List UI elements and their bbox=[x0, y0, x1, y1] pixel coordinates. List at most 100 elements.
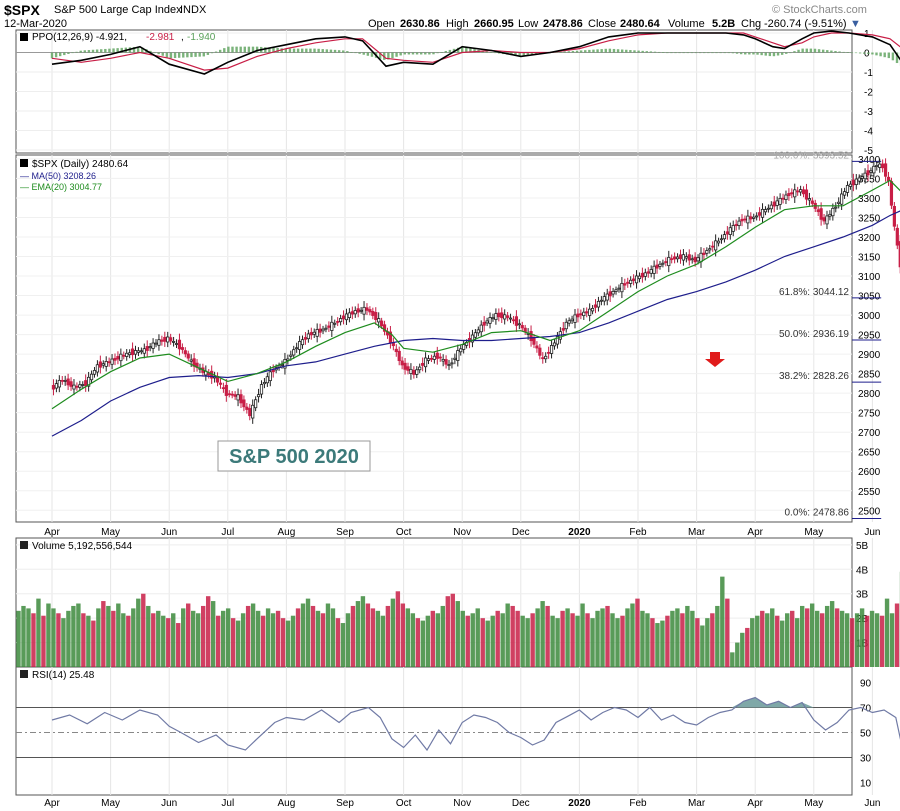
ppo-histogram-bar bbox=[596, 49, 599, 53]
price-bar-body bbox=[693, 256, 697, 263]
volume-bar bbox=[186, 603, 191, 667]
volume-bar bbox=[640, 610, 645, 667]
price-bar-body bbox=[377, 318, 381, 323]
price-bar-body bbox=[831, 207, 835, 217]
header-open-label: Open bbox=[368, 18, 395, 30]
volume-bar bbox=[849, 618, 855, 667]
price-bar-body bbox=[506, 315, 510, 318]
price-bar-body bbox=[646, 271, 650, 274]
price-bar-body bbox=[593, 304, 598, 308]
rsi-y-tick-label: 70 bbox=[860, 704, 872, 715]
ppo-histogram-bar bbox=[63, 52, 66, 56]
price-bar-body bbox=[517, 323, 521, 326]
volume-bar bbox=[535, 608, 540, 667]
ppo-histogram-bar bbox=[399, 52, 402, 56]
volume-bar bbox=[740, 632, 745, 667]
ppo-histogram-bar bbox=[432, 52, 435, 55]
price-bar-body bbox=[796, 190, 800, 193]
header-chg-dropdown-icon[interactable]: ▼ bbox=[850, 18, 861, 30]
volume-bar bbox=[615, 618, 620, 667]
ppo-histogram-bar bbox=[604, 48, 607, 53]
price-y-tick-label: 3350 bbox=[858, 174, 881, 185]
volume-bar bbox=[864, 615, 870, 667]
price-bar-body bbox=[116, 356, 120, 360]
ppo-histogram-bar bbox=[805, 48, 808, 53]
price-bar-body bbox=[716, 240, 721, 244]
ppo-histogram-bar bbox=[789, 52, 792, 54]
volume-bar bbox=[555, 618, 560, 667]
ppo-histogram-bar bbox=[633, 50, 636, 53]
ppo-y-tick-label: 0 bbox=[864, 49, 870, 60]
price-bar-body bbox=[429, 357, 434, 360]
price-bar-body bbox=[444, 359, 448, 365]
ppo-histogram-bar bbox=[116, 48, 119, 53]
ppo-histogram-bar bbox=[120, 47, 123, 53]
volume-bar bbox=[600, 608, 605, 667]
price-bar-body bbox=[570, 318, 574, 322]
price-bar-body bbox=[740, 218, 744, 222]
ppo-histogram-bar bbox=[239, 46, 242, 53]
volume-y-tick-label: 5B bbox=[856, 541, 869, 552]
ppo-histogram-bar bbox=[395, 52, 398, 57]
volume-bar bbox=[171, 613, 176, 667]
rsi-legend: RSI(14) 25.48 bbox=[32, 670, 95, 681]
volume-bar bbox=[46, 603, 51, 667]
price-bar-body bbox=[746, 215, 750, 224]
price-bar-body bbox=[148, 346, 152, 349]
x-tick-label: Oct bbox=[396, 798, 412, 809]
price-bar-body bbox=[60, 379, 64, 382]
volume-bar bbox=[121, 613, 126, 667]
down-arrow-marker bbox=[705, 352, 725, 367]
ppo-histogram-bar bbox=[370, 52, 374, 57]
price-bar-body bbox=[807, 198, 812, 201]
annotation-label: S&P 500 2020 bbox=[229, 446, 359, 468]
volume-bar bbox=[814, 610, 820, 667]
ppo-histogram-bar bbox=[797, 49, 800, 53]
price-bar-body bbox=[154, 342, 158, 345]
volume-bar bbox=[196, 613, 201, 667]
price-bar-body bbox=[828, 213, 832, 217]
ppo-histogram-bar bbox=[411, 52, 415, 55]
price-bar-body bbox=[426, 358, 431, 361]
volume-bar bbox=[775, 615, 780, 667]
volume-bar bbox=[420, 620, 426, 667]
volume-bar bbox=[685, 605, 690, 667]
ppo-histogram-bar bbox=[703, 52, 706, 54]
price-bar-body bbox=[72, 384, 76, 390]
ppo-histogram-bar bbox=[141, 47, 144, 53]
x-tick-label: Apr bbox=[747, 798, 763, 809]
price-bar-body bbox=[664, 261, 668, 263]
volume-bar bbox=[700, 625, 705, 667]
stockcharts-brand: © StockCharts.com bbox=[772, 4, 867, 16]
ppo-histogram-bar bbox=[489, 52, 493, 53]
ppo-histogram-bar bbox=[612, 48, 616, 53]
volume-bar bbox=[230, 618, 236, 667]
ppo-histogram-bar bbox=[292, 48, 296, 53]
price-bar-body bbox=[89, 373, 94, 381]
price-bar-body bbox=[810, 200, 814, 204]
x-tick-label: Feb bbox=[629, 798, 647, 809]
volume-bar bbox=[385, 605, 391, 667]
price-bar-body bbox=[737, 220, 741, 226]
x-tick-label: Feb bbox=[629, 527, 647, 538]
volume-bar bbox=[116, 603, 121, 667]
volume-bar bbox=[96, 608, 101, 667]
price-bar-body bbox=[497, 312, 501, 318]
volume-bar bbox=[320, 613, 326, 667]
price-bar-body bbox=[532, 337, 536, 345]
price-y-tick-label: 2500 bbox=[858, 506, 881, 517]
volume-bar bbox=[755, 615, 760, 667]
price-bar-body bbox=[854, 178, 858, 186]
price-bar-body bbox=[233, 394, 237, 397]
volume-bar bbox=[450, 593, 455, 667]
price-y-tick-label: 3050 bbox=[858, 292, 881, 303]
ppo-histogram-bar bbox=[161, 52, 164, 56]
volume-bar bbox=[705, 618, 710, 667]
price-bar-body bbox=[634, 275, 639, 284]
price-y-tick-label: 2650 bbox=[858, 448, 881, 459]
ppo-histogram-bar bbox=[563, 51, 566, 53]
price-bar-body bbox=[541, 357, 545, 360]
price-y-tick-label: 2800 bbox=[858, 389, 881, 400]
fib-level-label: 38.2%: 2828.26 bbox=[779, 371, 849, 382]
price-bar-body bbox=[268, 371, 272, 382]
